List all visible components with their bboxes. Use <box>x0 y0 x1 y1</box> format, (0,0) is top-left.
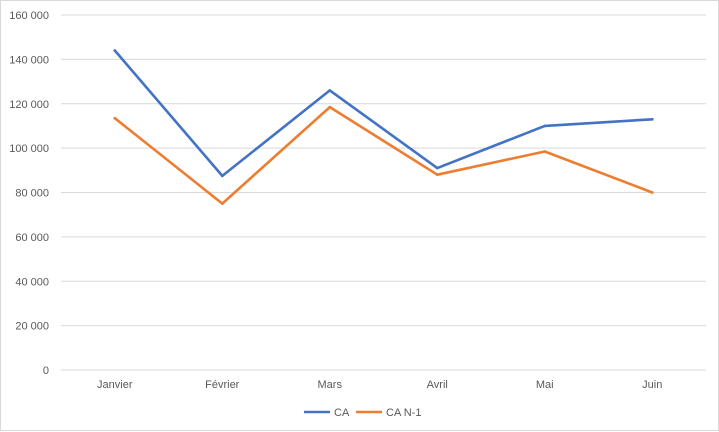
data-point <box>220 202 224 205</box>
y-tick-label: 160 000 <box>9 10 49 22</box>
legend-label: CA <box>334 407 350 419</box>
data-point <box>650 191 654 194</box>
series-line-ca-n-1 <box>113 105 654 205</box>
y-axis-ticks: 0 20 000 40 000 60 000 80 000 100 000 120 000 1… <box>9 10 49 377</box>
data-point <box>328 89 332 92</box>
series-line-ca <box>113 49 654 178</box>
y-tick-label: 140 000 <box>9 54 49 66</box>
data-point <box>650 117 654 121</box>
x-tick-label: Mai <box>536 379 554 391</box>
x-tick-label: Juin <box>642 379 662 391</box>
y-tick-label: 60 000 <box>15 232 49 244</box>
data-point <box>113 116 117 120</box>
x-axis-ticks: Janvier Février Mars Avril Mai Juin <box>97 379 662 391</box>
x-tick-label: Février <box>205 379 240 391</box>
x-tick-label: Mars <box>318 379 343 391</box>
x-tick-label: Avril <box>427 379 448 391</box>
gridlines <box>61 14 706 371</box>
data-point <box>543 150 547 153</box>
y-tick-label: 100 000 <box>9 143 49 155</box>
legend: CA CA N-1 <box>304 407 421 419</box>
x-tick-label: Janvier <box>97 379 133 391</box>
y-tick-label: 120 000 <box>9 99 49 111</box>
y-tick-label: 0 <box>43 365 49 377</box>
y-tick-label: 20 000 <box>15 321 49 333</box>
legend-label: CA N-1 <box>386 407 421 419</box>
data-point <box>220 174 224 178</box>
y-tick-label: 40 000 <box>15 276 49 288</box>
data-point <box>328 105 332 109</box>
data-point <box>543 124 547 128</box>
y-tick-label: 80 000 <box>15 188 49 200</box>
series-lines <box>113 49 654 205</box>
data-point <box>113 49 117 52</box>
data-point <box>435 166 439 170</box>
data-point <box>435 173 439 177</box>
